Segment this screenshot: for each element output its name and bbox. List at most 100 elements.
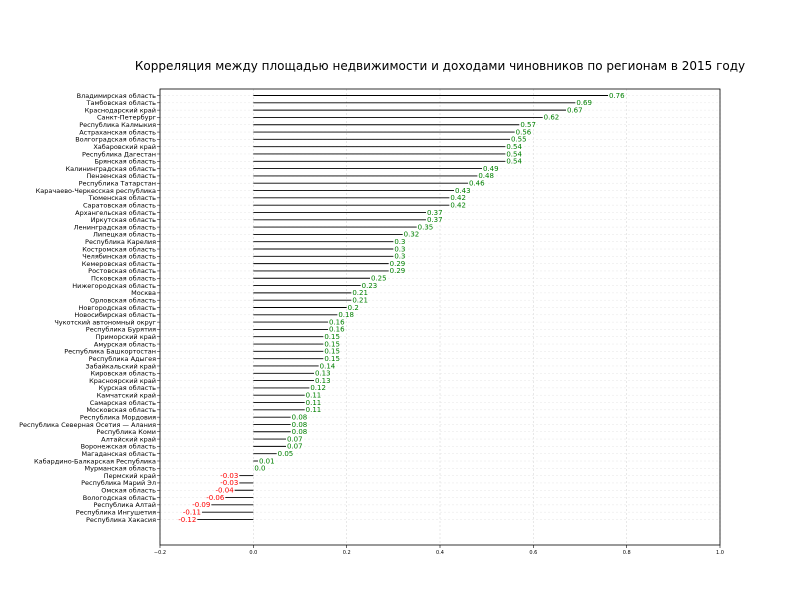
value-label: 0.08 bbox=[292, 421, 308, 429]
value-label: 0.48 bbox=[478, 172, 494, 180]
category-label: Камчатский край bbox=[97, 392, 156, 400]
x-tick-label: −0.2 bbox=[154, 550, 166, 556]
value-label: 0.16 bbox=[329, 318, 345, 326]
value-label: 0.11 bbox=[306, 399, 322, 407]
value-label: 0.29 bbox=[390, 260, 406, 268]
value-label: 0.54 bbox=[506, 150, 522, 158]
category-label: Челябинская область bbox=[82, 253, 156, 261]
x-tick-label: 0.4 bbox=[436, 550, 444, 556]
category-label: Новосибирская область bbox=[74, 311, 156, 319]
value-label: -0.11 bbox=[183, 508, 201, 516]
value-label: 0.54 bbox=[506, 143, 522, 151]
value-label: 0.37 bbox=[427, 209, 443, 217]
category-label: Липецкая область bbox=[93, 231, 156, 239]
x-tick-label: 0.6 bbox=[529, 550, 537, 556]
value-label: 0.08 bbox=[292, 413, 308, 421]
value-label: 0.43 bbox=[455, 187, 471, 195]
value-label: 0.11 bbox=[306, 392, 322, 400]
plot-frame bbox=[159, 88, 721, 546]
category-label: Московская область bbox=[86, 406, 156, 414]
value-label: 0.3 bbox=[394, 253, 405, 261]
category-label: Костромская область bbox=[82, 245, 156, 253]
category-label: Москва bbox=[131, 289, 156, 297]
category-label: Кемеровская область bbox=[82, 260, 156, 268]
value-label: 0.57 bbox=[520, 121, 536, 129]
value-label: 0.2 bbox=[348, 304, 359, 312]
category-label: Орловская область bbox=[90, 296, 156, 304]
value-label: -0.09 bbox=[192, 501, 210, 509]
category-label: Республика Калмыкия bbox=[79, 121, 156, 129]
category-label: Архангельская область bbox=[75, 209, 156, 217]
category-label: Алтайский край bbox=[101, 435, 156, 443]
category-label: Вологодская область bbox=[83, 494, 156, 502]
chart-title: Корреляция между площадью недвижимости и… bbox=[135, 59, 745, 73]
value-label: -0.12 bbox=[178, 516, 196, 524]
category-label: Калининградская область bbox=[66, 165, 157, 173]
value-label: 0.23 bbox=[362, 282, 378, 290]
category-label: Карачаево-Черкесская республика bbox=[36, 187, 156, 195]
value-label: 0.15 bbox=[324, 340, 340, 348]
category-label: Санкт-Петербург bbox=[97, 114, 157, 122]
category-label: Мурманская область bbox=[85, 465, 157, 473]
category-label: Брянская область bbox=[94, 158, 156, 166]
category-label: Республика Бурятия bbox=[86, 326, 156, 334]
category-label: Приморский край bbox=[95, 333, 156, 341]
category-label: Астраханская область bbox=[79, 128, 156, 136]
category-label: Курская область bbox=[99, 384, 157, 392]
value-label: 0.76 bbox=[609, 92, 625, 100]
category-label: Республика Адыгея bbox=[89, 355, 156, 363]
value-label: 0.0 bbox=[254, 465, 265, 473]
value-label: 0.16 bbox=[329, 326, 345, 334]
category-label: Псковская область bbox=[91, 275, 156, 283]
value-label: 0.08 bbox=[292, 428, 308, 436]
value-label: 0.15 bbox=[324, 348, 340, 356]
value-label: 0.32 bbox=[404, 231, 420, 239]
category-label: Республика Дагестан bbox=[82, 150, 156, 158]
x-tick-label: 0.0 bbox=[249, 550, 257, 556]
category-label: Чукотский автономный округ bbox=[54, 318, 156, 326]
category-label: Новгородская область bbox=[79, 304, 157, 312]
value-label: 0.21 bbox=[352, 289, 368, 297]
value-label: 0.29 bbox=[390, 267, 406, 275]
category-label: Республика Ингушетия bbox=[76, 508, 156, 516]
value-label: 0.18 bbox=[338, 311, 354, 319]
category-label: Тамбовская область bbox=[86, 99, 157, 107]
category-label: Республика Мордовия bbox=[80, 413, 156, 421]
category-label: Кабардино-Балкарская Республика bbox=[34, 457, 156, 465]
x-tick-labels: −0.2 0.0 0.2 0.4 0.6 0.8 1.0 bbox=[154, 550, 724, 556]
category-label: Красноярский край bbox=[89, 377, 156, 385]
category-label: Пермский край bbox=[104, 472, 156, 480]
category-label: Амурская область bbox=[94, 340, 156, 348]
value-label: -0.03 bbox=[220, 472, 238, 480]
value-label: 0.15 bbox=[324, 333, 340, 341]
category-label: Владимирская область bbox=[77, 92, 157, 100]
value-label: 0.01 bbox=[259, 457, 275, 465]
value-label: 0.56 bbox=[516, 128, 532, 136]
category-label: Республика Татарстан bbox=[79, 180, 156, 188]
category-label: Хабаровский край bbox=[93, 143, 156, 151]
grid bbox=[159, 89, 721, 545]
value-label: -0.04 bbox=[216, 487, 235, 495]
axes bbox=[157, 88, 721, 548]
category-label: Республика Карелия bbox=[85, 238, 156, 246]
value-label: 0.54 bbox=[506, 158, 522, 166]
value-label: 0.3 bbox=[394, 245, 405, 253]
value-label: 0.13 bbox=[315, 377, 331, 385]
bars bbox=[197, 95, 608, 520]
value-label: 0.46 bbox=[469, 180, 485, 188]
category-label: Иркутская область bbox=[91, 216, 156, 224]
value-label: -0.03 bbox=[220, 479, 238, 487]
category-label: Краснодарский край bbox=[85, 106, 156, 114]
category-label: Республика Хакасия bbox=[86, 516, 156, 524]
value-label: 0.42 bbox=[450, 194, 466, 202]
value-label: 0.25 bbox=[371, 275, 387, 283]
category-label: Республика Коми bbox=[96, 428, 156, 436]
value-label: 0.07 bbox=[287, 435, 303, 443]
category-label: Самарская область bbox=[90, 399, 156, 407]
value-label: 0.55 bbox=[511, 136, 527, 144]
category-label: Ростовская область bbox=[88, 267, 156, 275]
x-tick-label: 1.0 bbox=[716, 550, 724, 556]
value-label: 0.42 bbox=[450, 201, 466, 209]
